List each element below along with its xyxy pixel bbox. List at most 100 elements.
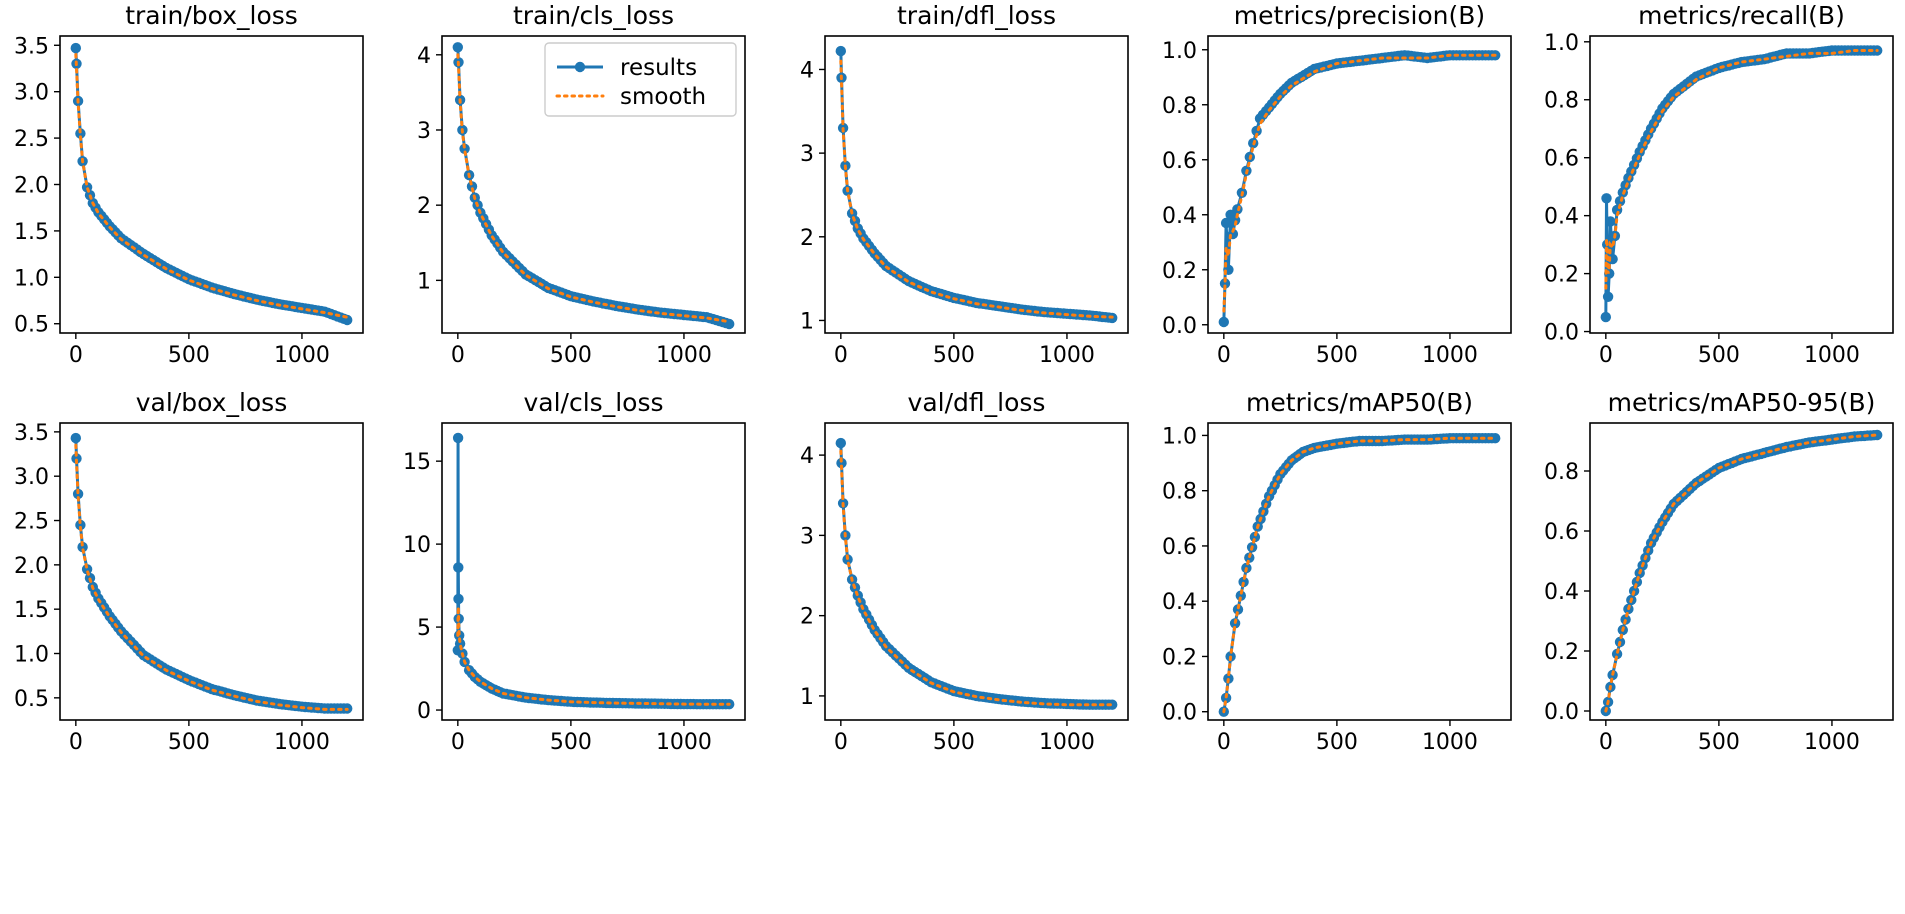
results-point [1218,316,1230,328]
y-tick-label: 0.0 [1162,314,1197,339]
x-tick-label: 0 [69,730,83,755]
y-tick-label: 1.0 [1162,424,1197,449]
y-tick-label: 3.5 [14,421,49,446]
y-tick-label: 0.5 [14,687,49,712]
subplot-title: metrics/mAP50(B) [1246,388,1473,417]
y-tick-label: 0.2 [1544,263,1579,288]
legend-results-marker [574,61,586,73]
results-point [71,453,82,464]
y-tick-label: 0.6 [1544,520,1579,545]
results-point [81,564,93,575]
plot-area [70,42,353,326]
y-tick-label: 1 [800,685,814,710]
results-point [452,42,463,53]
y-tick-label: 0.5 [14,313,49,338]
smooth-line [74,53,349,319]
results-point [1220,217,1232,229]
results-point [1611,648,1623,660]
subplot-title: train/cls_loss [513,1,674,30]
y-tick-label: 2 [417,194,431,219]
axes-frame [441,422,746,721]
y-tick-label: 0.4 [1162,204,1197,229]
y-tick-label: 3.0 [14,81,49,106]
results-point [466,181,478,192]
plot-area [835,45,1118,324]
results-point [1600,311,1612,323]
y-tick-label: 15 [403,450,431,475]
x-tick-label: 1000 [274,343,330,368]
legend-label-results: results [620,55,697,81]
y-tick-label: 0.8 [1544,89,1579,114]
subplot-8: metrics/mAP50(B) 0 500 1000 0.0 0.2 0.4 0.6 0.8 1… [1162,388,1512,755]
plot-area [1600,45,1883,323]
y-tick-label: 2 [800,605,814,630]
results-point [1249,531,1261,543]
smooth-line [456,607,731,706]
y-tick-label: 2 [800,226,814,251]
y-tick-label: 1.0 [1544,31,1579,56]
x-tick-label: 1000 [1039,343,1095,368]
results-point [75,128,86,139]
axes-frame [1589,422,1894,721]
axes-frame [1207,422,1512,721]
x-tick-label: 1000 [1422,343,1478,368]
smooth-line [1604,433,1879,713]
axes-frame [1589,35,1894,334]
x-tick-label: 1000 [1804,730,1860,755]
y-tick-label: 3 [800,142,814,167]
results-point [70,42,82,54]
results-point [1631,576,1643,588]
subplot-7: val/dfl_loss 0 500 1000 1 2 3 4 [800,388,1129,755]
y-tick-label: 1.0 [14,266,49,291]
y-tick-label: 2.0 [14,554,49,579]
subplot-9: metrics/mAP50-95(B) 0 500 1000 0.0 0.2 0.4 0.6 0… [1544,388,1894,755]
y-tick-label: 0.2 [1162,259,1197,284]
subplot-title: val/dfl_loss [908,388,1046,417]
smooth-line [839,449,1114,707]
results-point [453,593,464,605]
y-tick-label: 0.6 [1162,535,1197,560]
plot-area [452,432,735,710]
axes-frame [441,35,746,334]
legend-label-smooth: smooth [620,84,706,110]
x-tick-label: 500 [168,343,210,368]
results-line [1222,436,1496,712]
x-tick-label: 500 [1316,343,1358,368]
y-tick-label: 0.0 [1544,321,1579,346]
subplot-3: metrics/precision(B) 0 500 1000 0.0 0.2 0.4 0.6… [1162,1,1512,368]
y-tick-label: 3 [417,119,431,144]
results-point [1872,429,1883,441]
plot-area [1218,50,1501,328]
y-tick-label: 0.6 [1162,149,1197,174]
x-tick-label: 1000 [274,730,330,755]
y-tick-label: 0.4 [1544,580,1579,605]
results-point [835,45,846,57]
plot-area [1600,429,1883,717]
x-tick-label: 0 [834,730,848,755]
y-tick-label: 0 [417,699,431,724]
plot-area [452,42,735,330]
subplot-1: train/cls_loss 0 500 1000 1 2 3 4 results smooth [417,1,746,368]
axes-frame [824,422,1129,721]
results-point [1107,699,1118,710]
y-tick-label: 0.4 [1544,205,1579,230]
y-tick-label: 0.4 [1162,590,1197,615]
subplot-title: metrics/precision(B) [1234,1,1485,30]
results-point [81,182,93,193]
results-point [1602,291,1614,302]
results-point [453,562,464,573]
y-tick-label: 1 [417,269,431,294]
smooth-line [1604,48,1879,290]
results-point [836,457,847,469]
smooth-line [1222,436,1497,714]
smooth-line [74,443,349,711]
results-point [454,638,466,649]
legend: results smooth [544,42,737,117]
y-tick-label: 1 [800,309,814,334]
y-tick-label: 1.0 [1162,39,1197,64]
x-tick-label: 500 [933,343,975,368]
plot-area [70,432,353,714]
subplot-5: val/box_loss 0 500 1000 0.5 1.0 1.5 2.0 2.5 3.0 3.… [14,388,364,755]
x-tick-label: 0 [451,343,465,368]
